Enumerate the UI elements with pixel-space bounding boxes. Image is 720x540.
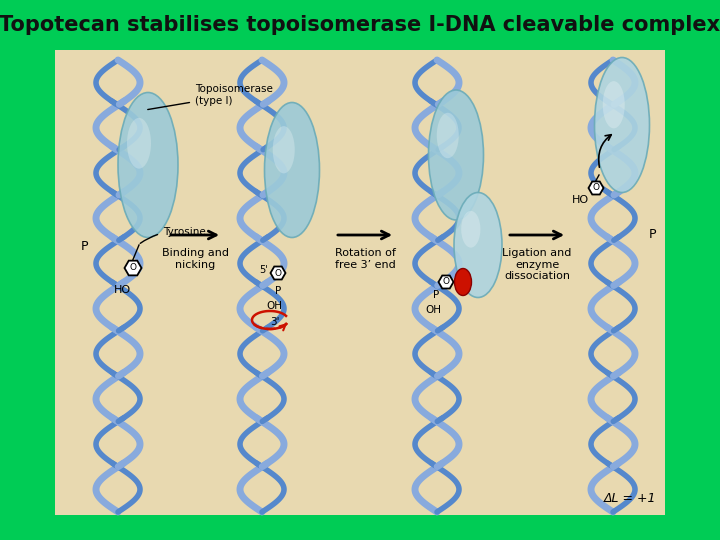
Ellipse shape bbox=[127, 118, 151, 168]
Ellipse shape bbox=[437, 113, 459, 158]
Ellipse shape bbox=[603, 81, 625, 129]
Text: OH: OH bbox=[425, 305, 441, 315]
Text: P: P bbox=[275, 286, 281, 296]
Text: HO: HO bbox=[572, 195, 588, 205]
Text: Binding and
nicking: Binding and nicking bbox=[161, 248, 228, 269]
Text: Ligation and
enzyme
dissociation: Ligation and enzyme dissociation bbox=[503, 248, 572, 281]
Text: OH: OH bbox=[266, 301, 282, 311]
Text: O: O bbox=[593, 184, 600, 192]
Ellipse shape bbox=[454, 192, 502, 298]
Ellipse shape bbox=[454, 268, 472, 295]
Ellipse shape bbox=[273, 126, 294, 173]
Text: ΔL = +1: ΔL = +1 bbox=[604, 491, 656, 504]
Text: Tyrosine: Tyrosine bbox=[140, 227, 206, 244]
Text: 5': 5' bbox=[260, 265, 269, 275]
Ellipse shape bbox=[462, 211, 480, 248]
Text: Topotecan stabilises topoisomerase I-DNA cleavable complex: Topotecan stabilises topoisomerase I-DNA… bbox=[0, 15, 720, 35]
Ellipse shape bbox=[595, 57, 649, 192]
Text: O: O bbox=[443, 278, 449, 287]
Ellipse shape bbox=[428, 90, 484, 220]
Text: O: O bbox=[130, 264, 137, 273]
Text: HO: HO bbox=[114, 285, 130, 295]
Text: P: P bbox=[649, 228, 657, 241]
Text: O: O bbox=[274, 268, 282, 278]
Text: Topoisomerase
(type I): Topoisomerase (type I) bbox=[148, 84, 273, 110]
Text: P: P bbox=[81, 240, 89, 253]
Text: P: P bbox=[433, 290, 439, 300]
Text: 3': 3' bbox=[270, 317, 280, 327]
Ellipse shape bbox=[264, 103, 320, 238]
FancyBboxPatch shape bbox=[55, 50, 665, 515]
Ellipse shape bbox=[118, 92, 178, 238]
Text: Rotation of
free 3’ end: Rotation of free 3’ end bbox=[335, 248, 395, 269]
